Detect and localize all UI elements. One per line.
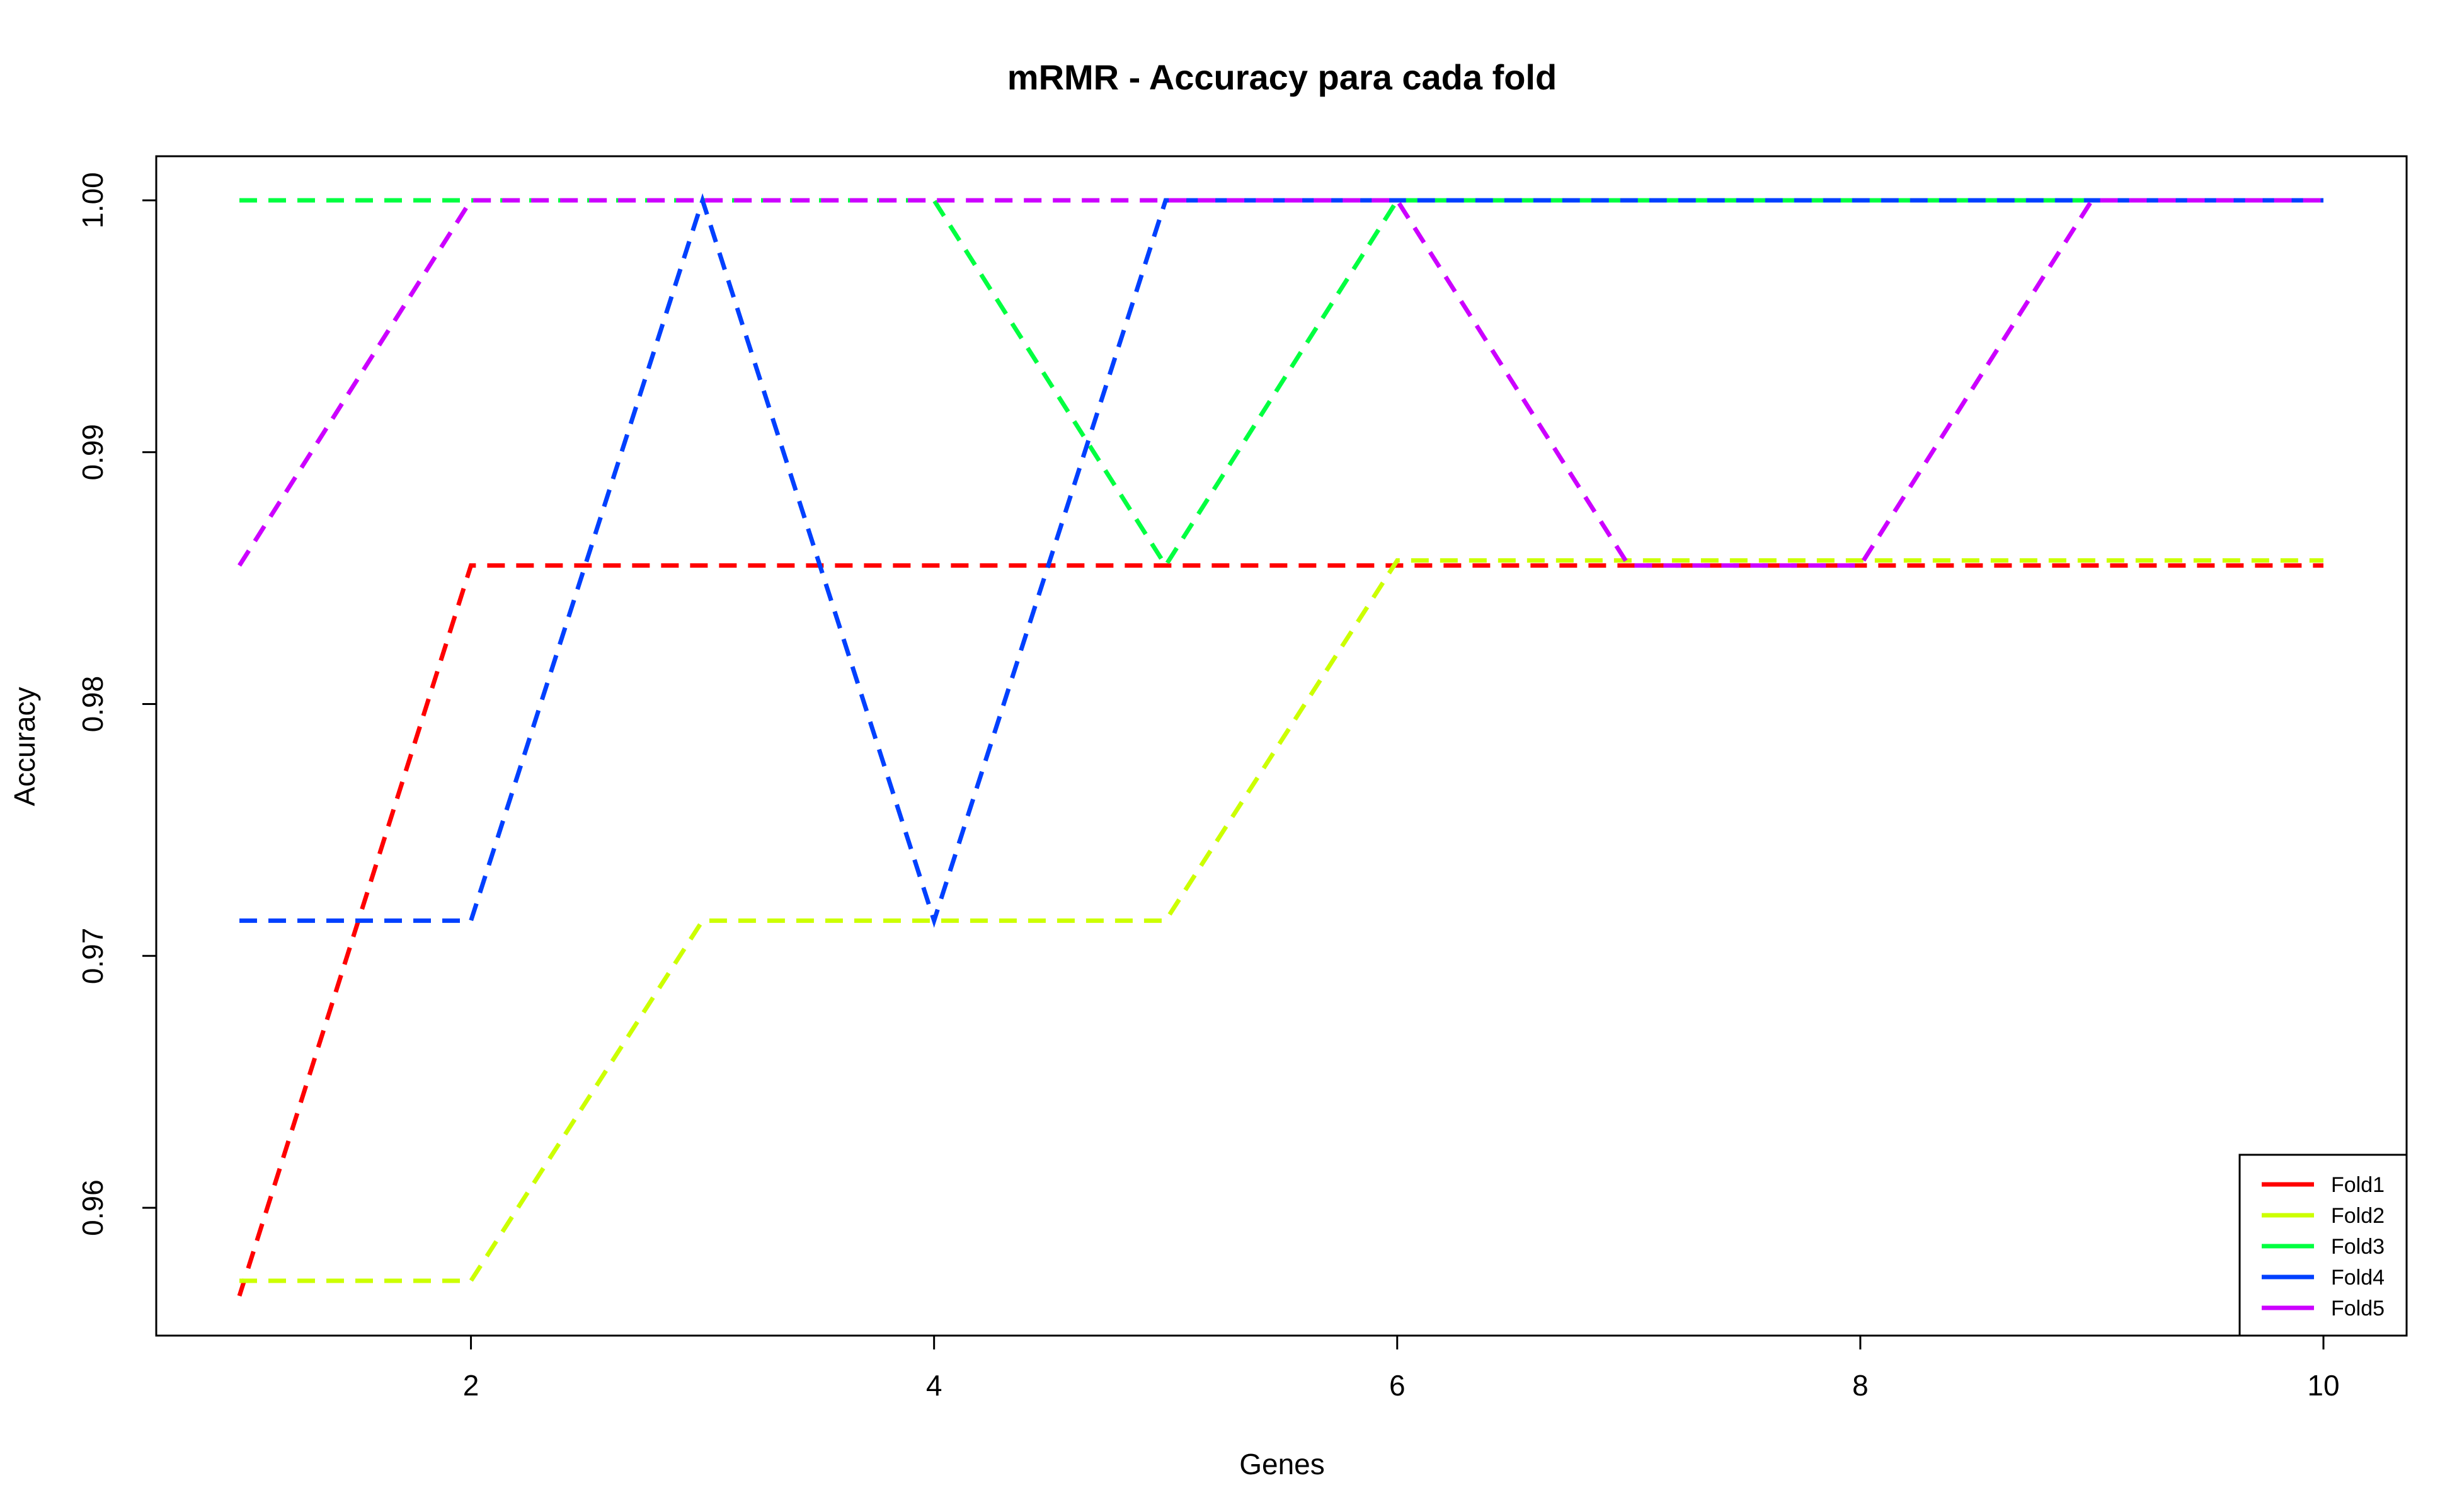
legend-label: Fold4 <box>2331 1266 2385 1290</box>
series-line-fold2 <box>239 558 2323 1283</box>
y-tick-label: 1.00 <box>76 172 109 229</box>
y-tick-label: 0.98 <box>76 676 109 733</box>
chart-title: mRMR - Accuracy para cada fold <box>1007 57 1557 97</box>
legend-label: Fold3 <box>2331 1235 2385 1259</box>
y-axis: 0.96 0.97 0.98 0.99 1.00 <box>76 172 158 1236</box>
series-line-fold3 <box>239 198 2323 570</box>
x-axis-label: Genes <box>1239 1448 1325 1480</box>
legend-label: Fold2 <box>2331 1204 2385 1228</box>
legend-label: Fold5 <box>2331 1297 2385 1320</box>
series-line-fold1 <box>237 563 2323 1297</box>
y-tick-label: 0.96 <box>76 1179 109 1236</box>
legend-label: Fold1 <box>2331 1173 2385 1197</box>
series-group <box>237 193 2323 1297</box>
y-tick-label: 0.97 <box>76 928 109 985</box>
y-tick-label: 0.99 <box>76 424 109 481</box>
x-tick-label: 10 <box>2307 1369 2339 1402</box>
y-axis-label: Accuracy <box>8 687 41 806</box>
x-axis: 2 4 6 8 10 <box>463 1334 2340 1402</box>
x-tick-label: 2 <box>463 1369 479 1402</box>
legend: Fold1 Fold2 Fold3 Fold4 Fold5 <box>2238 1154 2408 1337</box>
x-tick-label: 8 <box>1852 1369 1869 1402</box>
x-tick-label: 6 <box>1389 1369 1406 1402</box>
series-line-fold4 <box>239 193 2323 928</box>
series-line-fold5 <box>238 198 2323 568</box>
x-tick-label: 4 <box>926 1369 942 1402</box>
